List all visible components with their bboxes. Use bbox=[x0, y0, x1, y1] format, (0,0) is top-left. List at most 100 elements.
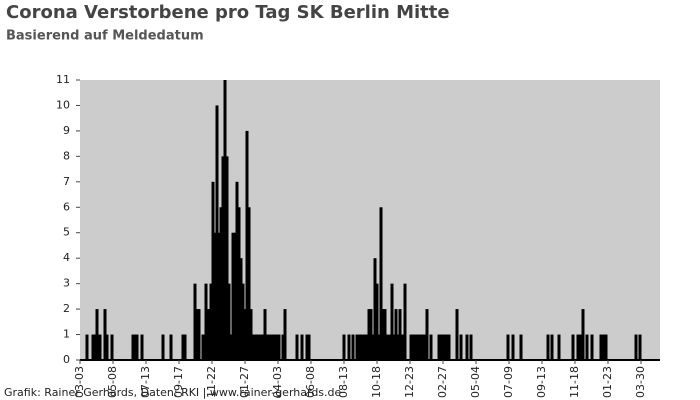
bar bbox=[437, 334, 441, 360]
bar bbox=[105, 334, 109, 360]
bar bbox=[585, 334, 589, 360]
bar bbox=[388, 334, 392, 360]
bar bbox=[604, 334, 608, 360]
bar bbox=[375, 283, 379, 360]
bar bbox=[429, 334, 433, 360]
bar bbox=[392, 334, 396, 360]
x-tick-label: 05-08 bbox=[106, 366, 119, 398]
bar bbox=[373, 258, 377, 360]
bar bbox=[221, 156, 225, 360]
bar bbox=[295, 334, 299, 360]
bar bbox=[590, 334, 594, 360]
x-tick-label: 10-18 bbox=[370, 366, 383, 398]
bar bbox=[409, 334, 413, 360]
bar bbox=[416, 334, 420, 360]
bar bbox=[249, 309, 253, 360]
x-tick-label: 01-27 bbox=[238, 366, 251, 398]
bar bbox=[197, 309, 201, 360]
bar bbox=[519, 334, 523, 360]
bar bbox=[281, 334, 285, 360]
bar bbox=[213, 232, 217, 360]
x-tick-label: 11-18 bbox=[568, 366, 581, 398]
bar bbox=[223, 80, 227, 360]
y-tick-label: 6 bbox=[63, 200, 70, 213]
bar bbox=[355, 334, 359, 360]
bar bbox=[425, 309, 429, 360]
bar bbox=[347, 334, 351, 360]
bar bbox=[557, 334, 561, 360]
bar bbox=[207, 309, 211, 360]
bar bbox=[576, 334, 580, 360]
bar bbox=[103, 309, 107, 360]
bar bbox=[455, 309, 459, 360]
y-tick-label: 0 bbox=[63, 353, 70, 366]
bar bbox=[413, 334, 417, 360]
bar bbox=[91, 334, 95, 360]
x-tick-label: 07-09 bbox=[502, 366, 515, 398]
bar bbox=[183, 334, 187, 360]
bar bbox=[267, 334, 271, 360]
bar bbox=[305, 334, 309, 360]
bar bbox=[398, 309, 402, 360]
bar bbox=[420, 334, 424, 360]
y-tick-label: 10 bbox=[56, 98, 70, 111]
bar bbox=[247, 207, 251, 360]
x-tick-label: 09-17 bbox=[172, 366, 185, 398]
bar bbox=[361, 334, 365, 360]
bar bbox=[364, 334, 368, 360]
bar bbox=[215, 105, 219, 360]
x-tick-label: 03-03 bbox=[73, 366, 86, 398]
bar bbox=[418, 334, 422, 360]
chart-subtitle: Basierend auf Meldedatum bbox=[6, 29, 204, 44]
bar bbox=[511, 334, 515, 360]
bar bbox=[95, 309, 99, 360]
chart-footer: Grafik: Rainer Gerhards, Daten: RKI | ww… bbox=[4, 386, 342, 399]
bar bbox=[379, 207, 383, 360]
bar bbox=[235, 181, 239, 360]
bar bbox=[255, 334, 259, 360]
x-tick-label: 05-04 bbox=[469, 366, 482, 398]
bar bbox=[275, 334, 279, 360]
bar bbox=[283, 309, 287, 360]
bar bbox=[439, 334, 443, 360]
bar bbox=[251, 334, 255, 360]
bar bbox=[459, 334, 463, 360]
bar bbox=[581, 309, 585, 360]
bar bbox=[469, 334, 473, 360]
bar bbox=[381, 309, 385, 360]
bar bbox=[201, 334, 205, 360]
bar bbox=[263, 309, 267, 360]
bar bbox=[383, 309, 387, 360]
bar bbox=[257, 334, 261, 360]
bar bbox=[241, 283, 245, 360]
bar bbox=[396, 334, 400, 360]
bar bbox=[390, 283, 394, 360]
bar bbox=[110, 334, 114, 360]
bar bbox=[98, 334, 102, 360]
x-tick-label: 08-13 bbox=[337, 366, 350, 398]
x-tick-label: 07-13 bbox=[139, 366, 152, 398]
bar bbox=[358, 334, 362, 360]
bar bbox=[546, 334, 550, 360]
bar bbox=[377, 334, 381, 360]
bar bbox=[422, 334, 426, 360]
bar bbox=[265, 334, 269, 360]
bar bbox=[243, 309, 247, 360]
x-tick-label: 03-30 bbox=[634, 366, 647, 398]
bar bbox=[229, 334, 233, 360]
bar bbox=[385, 334, 389, 360]
bar bbox=[351, 334, 355, 360]
bar bbox=[634, 334, 638, 360]
x-tick-label: 06-08 bbox=[304, 366, 317, 398]
y-tick-label: 7 bbox=[63, 175, 70, 188]
bar bbox=[133, 334, 137, 360]
bar bbox=[394, 309, 398, 360]
bar bbox=[209, 283, 213, 360]
bar bbox=[193, 283, 197, 360]
bar bbox=[239, 258, 243, 360]
bar bbox=[441, 334, 445, 360]
bar bbox=[140, 334, 144, 360]
bar bbox=[181, 334, 185, 360]
y-tick-label: 9 bbox=[63, 124, 70, 137]
